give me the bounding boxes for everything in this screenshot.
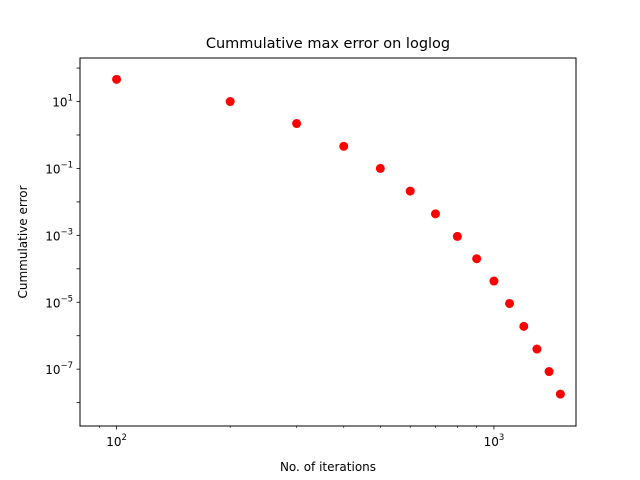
y-tick-label: 10−3 [45, 227, 73, 243]
data-point [339, 141, 349, 151]
data-points [112, 74, 565, 399]
plot-frame [79, 57, 577, 427]
data-point [505, 298, 515, 308]
plot-area [79, 57, 577, 427]
data-point [292, 119, 302, 129]
data-point [532, 344, 542, 354]
data-point [555, 389, 565, 399]
data-point [519, 321, 529, 331]
x-axis-label: No. of iterations [280, 460, 376, 474]
data-point [544, 367, 554, 377]
y-tick-label: 10−1 [45, 160, 73, 176]
data-point [430, 209, 440, 219]
data-point [225, 97, 235, 107]
x-tick-label: 102 [106, 433, 127, 449]
data-point [405, 186, 415, 196]
data-point [375, 163, 385, 173]
data-point [489, 276, 499, 286]
data-point [112, 74, 122, 84]
y-axis-ticks: 101 10−1 10−3 10−5 10−7 [45, 67, 80, 404]
y-axis-label: Cummulative error [16, 185, 30, 298]
x-tick-label: 103 [484, 433, 505, 449]
y-tick-label: 101 [52, 94, 73, 110]
x-axis-ticks: 102 103 [99, 426, 504, 449]
y-tick-label: 10−7 [45, 361, 73, 377]
data-point [472, 254, 482, 264]
data-point [452, 231, 462, 241]
chart-title: Cummulative max error on loglog [206, 36, 450, 52]
y-tick-label: 10−5 [45, 294, 73, 310]
